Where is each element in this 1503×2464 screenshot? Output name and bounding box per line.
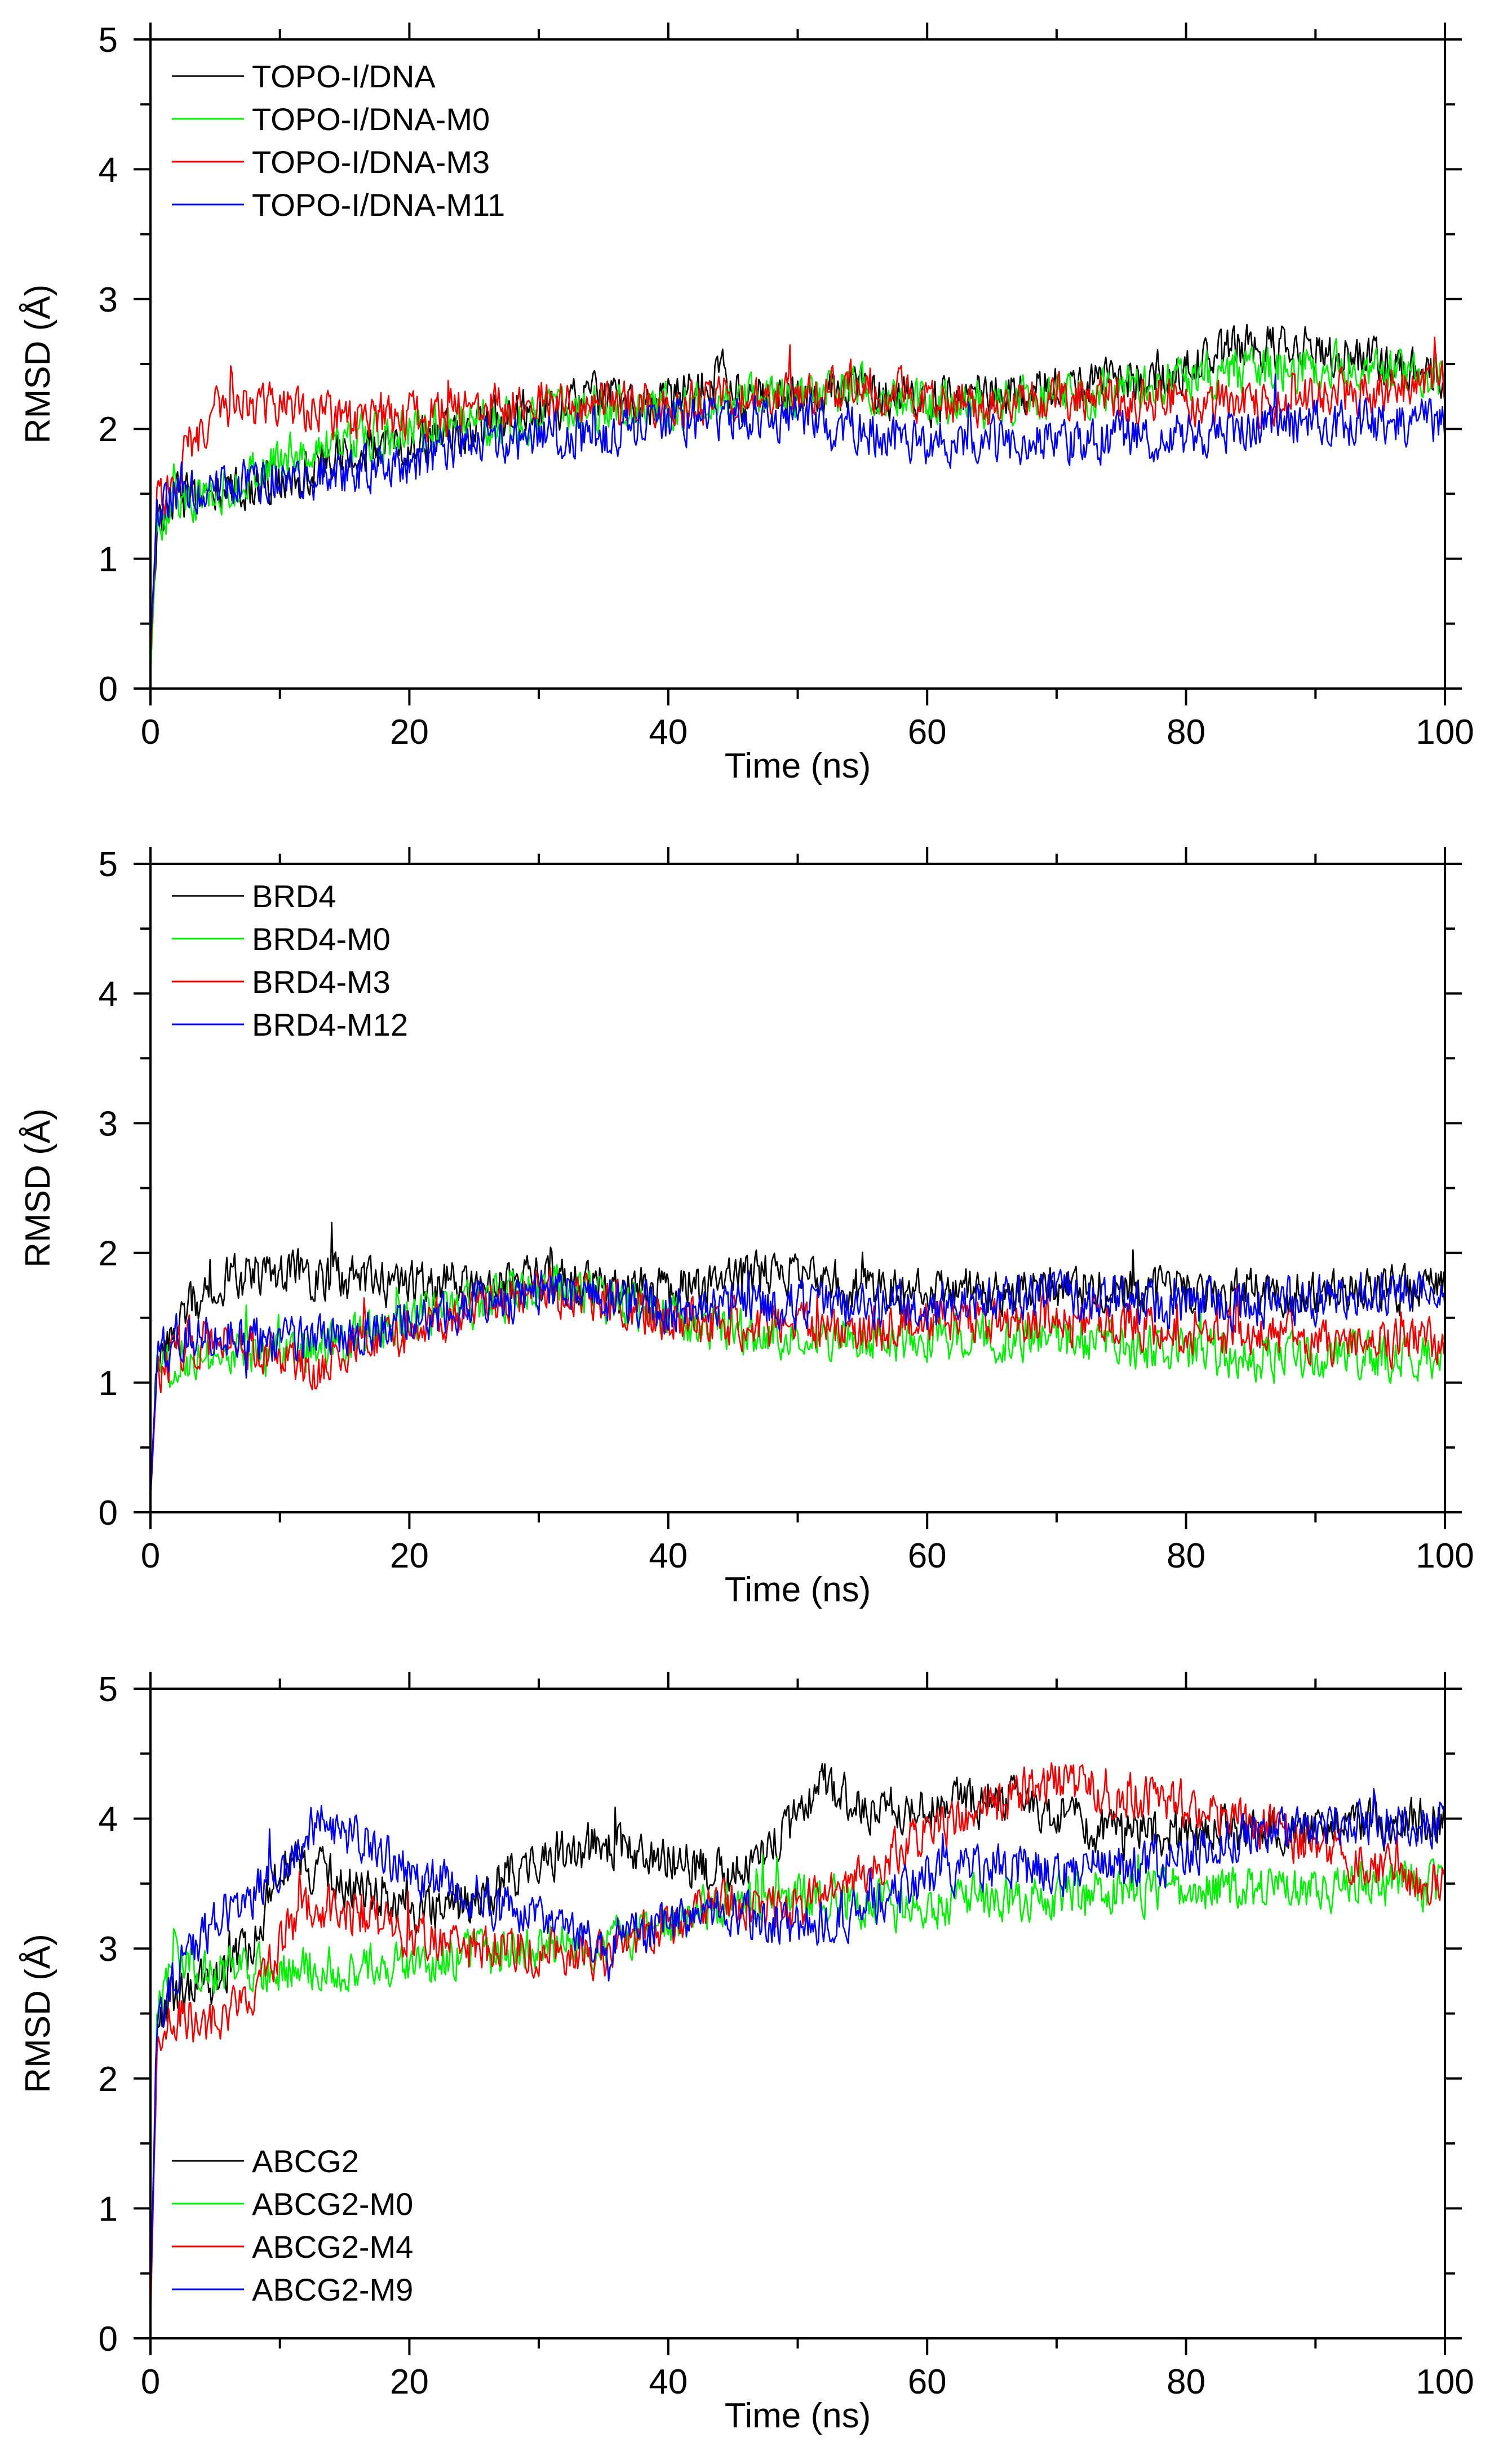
y-tick-label: 4 (99, 975, 118, 1014)
series-line-abcg2-m4 (150, 1762, 1445, 2325)
x-tick-label: 40 (649, 1537, 688, 1575)
y-axis-label: RMSD (Å) (19, 1934, 57, 2093)
y-tick-label: 1 (99, 540, 118, 579)
x-tick-label: 80 (1167, 713, 1205, 752)
series-line-brd4-m0 (150, 1264, 1445, 1500)
x-tick-label: 80 (1167, 2363, 1205, 2401)
series-line-topo-i-dna-m11 (150, 373, 1445, 650)
y-tick-label: 0 (99, 1494, 118, 1533)
x-axis-label: Time (ns) (725, 1570, 871, 1609)
y-tick-label: 0 (99, 670, 118, 709)
x-tick-label: 0 (141, 2363, 160, 2401)
legend: ABCG2 ABCG2-M0 ABCG2-M4 ABCG2-M9 (172, 2143, 413, 2307)
x-tick-label: 0 (141, 1537, 160, 1575)
x-tick-label: 40 (649, 713, 688, 752)
y-tick-label: 2 (99, 1235, 118, 1273)
x-tick-label: 100 (1416, 2363, 1474, 2401)
legend-label: BRD4-M3 (252, 964, 391, 1000)
y-axis-label: RMSD (Å) (19, 285, 57, 443)
y-tick-label: 4 (99, 150, 118, 189)
series-line-brd4-m12 (150, 1269, 1445, 1500)
legend-label: TOPO-I/DNA-M11 (252, 187, 505, 223)
y-tick-label: 2 (99, 410, 118, 449)
chart-panel-bottom: 0 20 40 60 80 100 0 1 2 3 4 5 Time (ns) RMSD (Å) ABCG2… (19, 1670, 1474, 2435)
y-tick-label: 0 (99, 2320, 118, 2359)
legend-label: ABCG2-M9 (252, 2272, 413, 2307)
y-tick-label: 3 (99, 281, 118, 319)
x-axis-label: Time (ns) (725, 747, 871, 785)
x-tick-label: 20 (390, 1537, 429, 1575)
series-line-brd4-m3 (150, 1267, 1445, 1500)
x-tick-label: 100 (1416, 713, 1474, 752)
legend-label: ABCG2-M0 (252, 2186, 413, 2222)
x-tick-label: 80 (1167, 1537, 1205, 1575)
y-tick-label: 1 (99, 1364, 118, 1403)
x-tick-label: 40 (649, 2363, 688, 2401)
series-line-abcg2 (150, 1763, 1445, 2312)
y-tick-label: 5 (99, 1670, 118, 1709)
x-tick-label: 60 (908, 1537, 947, 1575)
series-line-topo-i-dna-m3 (150, 336, 1445, 663)
series-line-abcg2-m9 (150, 1788, 1445, 2299)
legend-label: BRD4-M12 (252, 1007, 408, 1042)
legend-label: TOPO-I/DNA-M0 (252, 101, 490, 137)
x-tick-label: 0 (141, 713, 160, 752)
y-axis-label: RMSD (Å) (19, 1108, 57, 1267)
legend-label: TOPO-I/DNA-M3 (252, 144, 490, 180)
legend-label: BRD4 (252, 878, 336, 914)
x-tick-label: 100 (1416, 1537, 1474, 1575)
y-tick-label: 5 (99, 845, 118, 884)
series-group (150, 1762, 1445, 2325)
x-tick-label: 60 (908, 2363, 947, 2401)
legend-label: ABCG2 (252, 2143, 359, 2179)
x-tick-label: 20 (390, 2363, 429, 2401)
series-group (150, 1222, 1445, 1500)
x-tick-label: 20 (390, 713, 429, 752)
series-group (150, 323, 1445, 676)
legend-label: TOPO-I/DNA (252, 59, 436, 94)
y-tick-label: 3 (99, 1104, 118, 1143)
legend-label: BRD4-M0 (252, 921, 391, 957)
legend: TOPO-I/DNA TOPO-I/DNA-M0 TOPO-I/DNA-M3 TOPO… (172, 59, 505, 223)
series-line-abcg2-m0 (150, 1854, 1445, 2299)
y-tick-label: 3 (99, 1930, 118, 1969)
legend: BRD4 BRD4-M0 BRD4-M3 BRD4-M12 (172, 878, 408, 1042)
x-axis-label: Time (ns) (725, 2396, 871, 2435)
y-tick-label: 4 (99, 1800, 118, 1839)
chart-panel-top: 0 20 40 60 80 100 0 1 2 3 4 5 Time (ns) RMSD (Å) TOPO-… (19, 21, 1474, 785)
y-tick-label: 2 (99, 2060, 118, 2099)
y-tick-label: 5 (99, 21, 118, 60)
legend-label: ABCG2-M4 (252, 2229, 413, 2265)
y-tick-label: 1 (99, 2190, 118, 2228)
x-tick-label: 60 (908, 713, 947, 752)
